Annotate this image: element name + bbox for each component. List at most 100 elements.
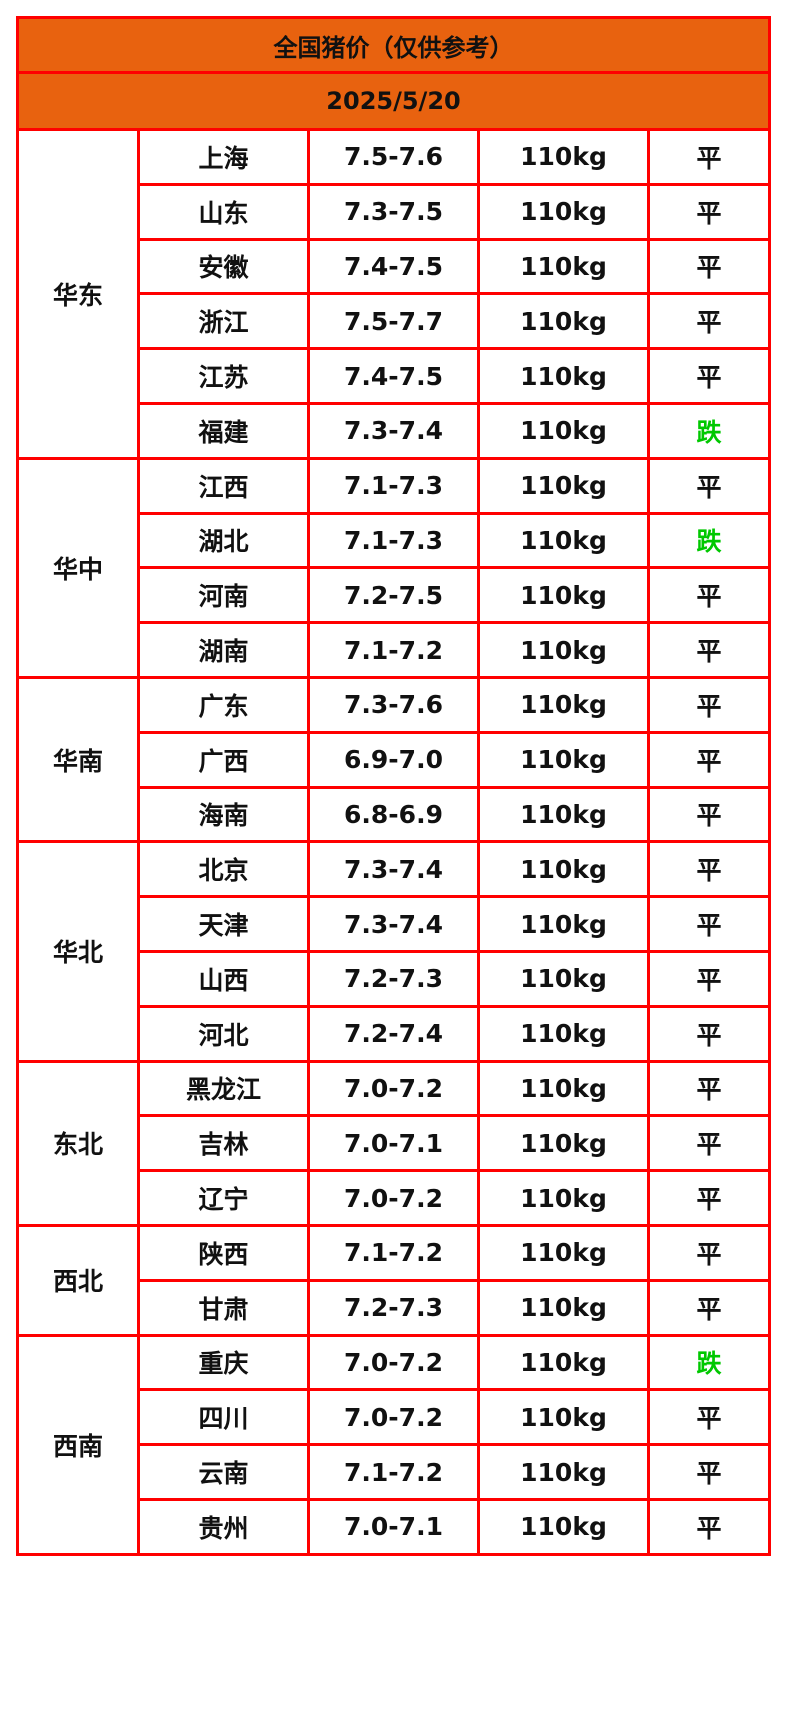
province-cell: 安徽 (137, 237, 310, 296)
table-row: 华南 广东 7.3-7.6 110kg 平 (16, 675, 772, 844)
weight-cell: 110kg (477, 1004, 650, 1063)
price-cell: 7.5-7.7 (307, 292, 480, 351)
province-cell: 河北 (137, 1004, 310, 1063)
trend-cell: 平 (646, 128, 772, 186)
table-row: 华中 江西 7.1-7.3 110kg 平 (16, 456, 772, 679)
table-row: 福建 7.3-7.4 110kg 跌 (18, 401, 772, 460)
table-row: 天津 7.3-7.4 110kg 平 (18, 895, 772, 953)
province-cell: 浙江 (137, 292, 310, 351)
weight-cell: 110kg (477, 675, 650, 734)
province-cell: 吉林 (137, 1114, 310, 1173)
weight-cell: 110kg (477, 785, 650, 844)
price-cell: 7.2-7.5 (307, 566, 480, 625)
province-cell: 广东 (137, 675, 310, 734)
table-row: 安徽 7.4-7.5 110kg 平 (18, 237, 772, 296)
trend-cell: 平 (646, 1443, 772, 1501)
table-row: 四川 7.0-7.2 110kg 平 (18, 1388, 772, 1447)
trend-cell: 平 (646, 1223, 772, 1282)
price-cell: 7.3-7.6 (307, 675, 480, 734)
province-cell: 江苏 (137, 347, 310, 405)
table-row: 吉林 7.0-7.1 110kg 平 (18, 1114, 772, 1173)
trend-cell: 跌 (646, 401, 772, 460)
trend-cell: 平 (646, 785, 772, 844)
province-cell: 山东 (137, 182, 310, 241)
trend-cell: 平 (646, 1114, 772, 1173)
weight-cell: 110kg (477, 182, 650, 241)
weight-cell: 110kg (477, 840, 650, 899)
price-cell: 7.0-7.2 (307, 1388, 480, 1447)
trend-cell: 平 (646, 456, 772, 515)
weight-cell: 110kg (477, 237, 650, 296)
weight-cell: 110kg (477, 1443, 650, 1501)
weight-cell: 110kg (477, 621, 650, 679)
trend-cell: 平 (646, 566, 772, 625)
price-cell: 6.9-7.0 (307, 730, 480, 789)
region-cell: 华中 (16, 456, 140, 679)
table-row: 甘肃 7.2-7.3 110kg 平 (18, 1278, 772, 1337)
table-row: 辽宁 7.0-7.2 110kg 平 (18, 1169, 772, 1227)
table-row: 东北 黑龙江 7.0-7.2 110kg 平 (16, 1059, 772, 1227)
weight-cell: 110kg (477, 511, 650, 570)
pig-price-table: 全国猪价（仅供参考） 2025/5/20 华东 上海 7.5-7.6 110kg 平山东… (15, 16, 772, 1556)
trend-cell: 平 (646, 1169, 772, 1227)
trend-cell: 平 (646, 292, 772, 351)
province-cell: 贵州 (137, 1497, 310, 1556)
trend-cell: 平 (646, 347, 772, 405)
trend-cell: 跌 (646, 1333, 772, 1392)
table-row: 山西 7.2-7.3 110kg 平 (18, 949, 772, 1008)
table-row: 华北 北京 7.3-7.4 110kg 平 (16, 840, 772, 1063)
trend-cell: 平 (646, 1388, 772, 1447)
price-cell: 7.0-7.1 (307, 1497, 480, 1556)
table-row: 华东 上海 7.5-7.6 110kg 平 (16, 128, 772, 460)
price-cell: 7.3-7.4 (307, 840, 480, 899)
trend-cell: 平 (646, 730, 772, 789)
province-cell: 海南 (137, 785, 310, 844)
price-cell: 6.8-6.9 (307, 785, 480, 844)
province-cell: 湖北 (137, 511, 310, 570)
price-cell: 7.1-7.3 (307, 456, 480, 515)
price-cell: 7.3-7.5 (307, 182, 480, 241)
trend-cell: 平 (646, 949, 772, 1008)
weight-cell: 110kg (477, 730, 650, 789)
weight-cell: 110kg (477, 1223, 650, 1282)
weight-cell: 110kg (477, 1388, 650, 1447)
province-cell: 湖南 (137, 621, 310, 679)
price-cell: 7.0-7.1 (307, 1114, 480, 1173)
weight-cell: 110kg (477, 1497, 650, 1556)
weight-cell: 110kg (477, 566, 650, 625)
table-row: 云南 7.1-7.2 110kg 平 (18, 1443, 772, 1501)
province-cell: 四川 (137, 1388, 310, 1447)
price-cell: 7.1-7.2 (307, 1223, 480, 1282)
trend-cell: 平 (646, 675, 772, 734)
table-row: 西北 陕西 7.1-7.2 110kg 平 (16, 1223, 772, 1337)
region-cell: 华东 (16, 128, 140, 460)
trend-cell: 平 (646, 1497, 772, 1556)
trend-cell: 平 (646, 621, 772, 679)
trend-cell: 平 (646, 895, 772, 953)
price-cell: 7.2-7.3 (307, 949, 480, 1008)
province-cell: 辽宁 (137, 1169, 310, 1227)
province-cell: 上海 (137, 128, 310, 186)
price-cell: 7.4-7.5 (307, 347, 480, 405)
province-cell: 甘肃 (137, 1278, 310, 1337)
price-cell: 7.1-7.2 (307, 621, 480, 679)
province-cell: 河南 (137, 566, 310, 625)
weight-cell: 110kg (477, 347, 650, 405)
region-cell: 华南 (16, 675, 140, 844)
weight-cell: 110kg (477, 456, 650, 515)
table-row: 海南 6.8-6.9 110kg 平 (18, 785, 772, 844)
table-row: 贵州 7.0-7.1 110kg 平 (18, 1497, 772, 1556)
table-row: 广西 6.9-7.0 110kg 平 (18, 730, 772, 789)
price-cell: 7.0-7.2 (307, 1169, 480, 1227)
province-cell: 天津 (137, 895, 310, 953)
table-row: 西南 重庆 7.0-7.2 110kg 跌 (16, 1333, 772, 1556)
table-row: 浙江 7.5-7.7 110kg 平 (18, 292, 772, 351)
table-row: 湖南 7.1-7.2 110kg 平 (18, 621, 772, 679)
weight-cell: 110kg (477, 1114, 650, 1173)
trend-cell: 平 (646, 1059, 772, 1118)
province-cell: 广西 (137, 730, 310, 789)
price-cell: 7.1-7.3 (307, 511, 480, 570)
weight-cell: 110kg (477, 1169, 650, 1227)
province-cell: 陕西 (137, 1223, 310, 1282)
weight-cell: 110kg (477, 895, 650, 953)
